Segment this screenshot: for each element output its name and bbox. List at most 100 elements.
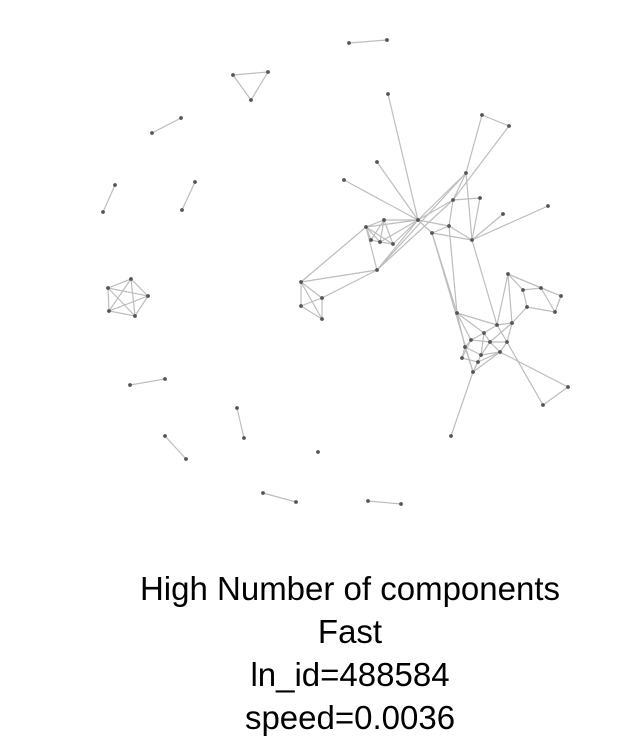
graph-node xyxy=(416,218,420,222)
graph-node xyxy=(505,340,509,344)
graph-edge xyxy=(130,278,149,297)
caption-id: ln_id=488584 xyxy=(250,656,450,693)
graph-edge xyxy=(448,225,473,241)
caption-title: High Number of components xyxy=(139,570,561,607)
graph-edge xyxy=(481,114,510,127)
graph-edge xyxy=(367,500,402,505)
graph-node xyxy=(249,98,253,102)
graph-edge xyxy=(554,295,562,313)
graph-node xyxy=(375,160,379,164)
graph-edge xyxy=(471,213,504,241)
graph-edge xyxy=(480,341,491,356)
graph-node xyxy=(399,502,403,506)
graph-edge xyxy=(102,184,116,213)
graph-node xyxy=(150,131,154,135)
graph-edge xyxy=(470,332,485,341)
graph-edge xyxy=(370,219,385,241)
graph-node xyxy=(235,406,239,410)
graph-edge xyxy=(461,357,479,363)
graph-node xyxy=(385,38,389,42)
graph-edge xyxy=(365,219,419,228)
graph-edge xyxy=(496,324,508,343)
graph-edge xyxy=(376,161,419,221)
graph-node xyxy=(455,311,459,315)
graph-edge xyxy=(417,219,450,227)
graph-edge xyxy=(343,179,419,221)
graph-node xyxy=(566,385,570,389)
graph-node xyxy=(146,294,150,298)
graph-edge xyxy=(472,351,501,373)
graph-edge xyxy=(448,225,458,314)
graph-edge xyxy=(499,351,569,388)
graph-edge xyxy=(507,273,524,291)
graph-node xyxy=(479,353,483,357)
graph-node xyxy=(553,310,557,314)
graph-node xyxy=(469,338,473,342)
graph-edge xyxy=(134,295,149,317)
graph-edge xyxy=(431,232,473,241)
graph-edge xyxy=(506,341,544,406)
graph-edge xyxy=(480,351,501,356)
graph-node xyxy=(546,204,550,208)
graph-edges xyxy=(102,39,569,505)
graph-edge xyxy=(376,172,467,271)
graph-node xyxy=(101,210,105,214)
graph-node xyxy=(430,231,434,235)
graph-edge xyxy=(477,351,501,363)
graph-edge xyxy=(431,225,450,234)
graph-edge xyxy=(452,125,510,201)
graph-edge xyxy=(107,287,149,297)
network-graph xyxy=(101,38,570,506)
graph-edge xyxy=(107,287,136,317)
graph-node xyxy=(364,225,368,229)
graph-node xyxy=(375,268,379,272)
graph-node xyxy=(501,212,505,216)
graph-node xyxy=(495,323,499,327)
graph-edge xyxy=(456,312,472,341)
graph-node xyxy=(320,296,324,300)
graph-node xyxy=(510,321,514,325)
graph-edge xyxy=(365,226,381,243)
graph-edge xyxy=(300,281,323,320)
graph-node xyxy=(294,500,298,504)
graph-edge xyxy=(461,339,472,359)
graph-edge xyxy=(452,197,481,201)
graph-edge xyxy=(456,312,498,326)
graph-node xyxy=(320,317,324,321)
graph-node xyxy=(266,70,270,74)
graph-node xyxy=(451,198,455,202)
graph-edge xyxy=(348,39,388,44)
graph-node xyxy=(316,450,320,454)
graph-edge xyxy=(365,226,378,271)
graph-edge xyxy=(450,371,474,437)
graph-edge xyxy=(365,226,394,245)
graph-edge xyxy=(499,341,508,353)
graph-edge xyxy=(471,239,498,326)
graph-edge xyxy=(507,273,513,324)
graph-edge xyxy=(522,287,542,291)
graph-edge xyxy=(232,74,252,101)
graph-edge xyxy=(456,312,485,334)
graph-edge xyxy=(540,287,562,297)
graph-edge xyxy=(250,71,269,101)
graph-edge xyxy=(236,407,245,439)
graph-node xyxy=(470,238,474,242)
graph-edge xyxy=(379,219,385,243)
graph-node xyxy=(471,370,475,374)
graph-node xyxy=(366,499,370,503)
graph-edge xyxy=(300,305,323,320)
graph-edge xyxy=(232,71,269,76)
graph-edge xyxy=(365,219,385,228)
graph-edge xyxy=(417,199,454,221)
graph-node xyxy=(299,304,303,308)
graph-edge xyxy=(471,205,549,241)
graph-node xyxy=(261,491,265,495)
graph-edge xyxy=(448,199,454,227)
graph-edge xyxy=(262,492,297,503)
caption-speed-value: speed=0.0036 xyxy=(244,699,456,736)
graph-node xyxy=(163,377,167,381)
graph-node xyxy=(559,294,563,298)
graph-edge xyxy=(300,269,378,283)
graph-edge xyxy=(129,378,166,386)
graph-edge xyxy=(526,306,556,313)
